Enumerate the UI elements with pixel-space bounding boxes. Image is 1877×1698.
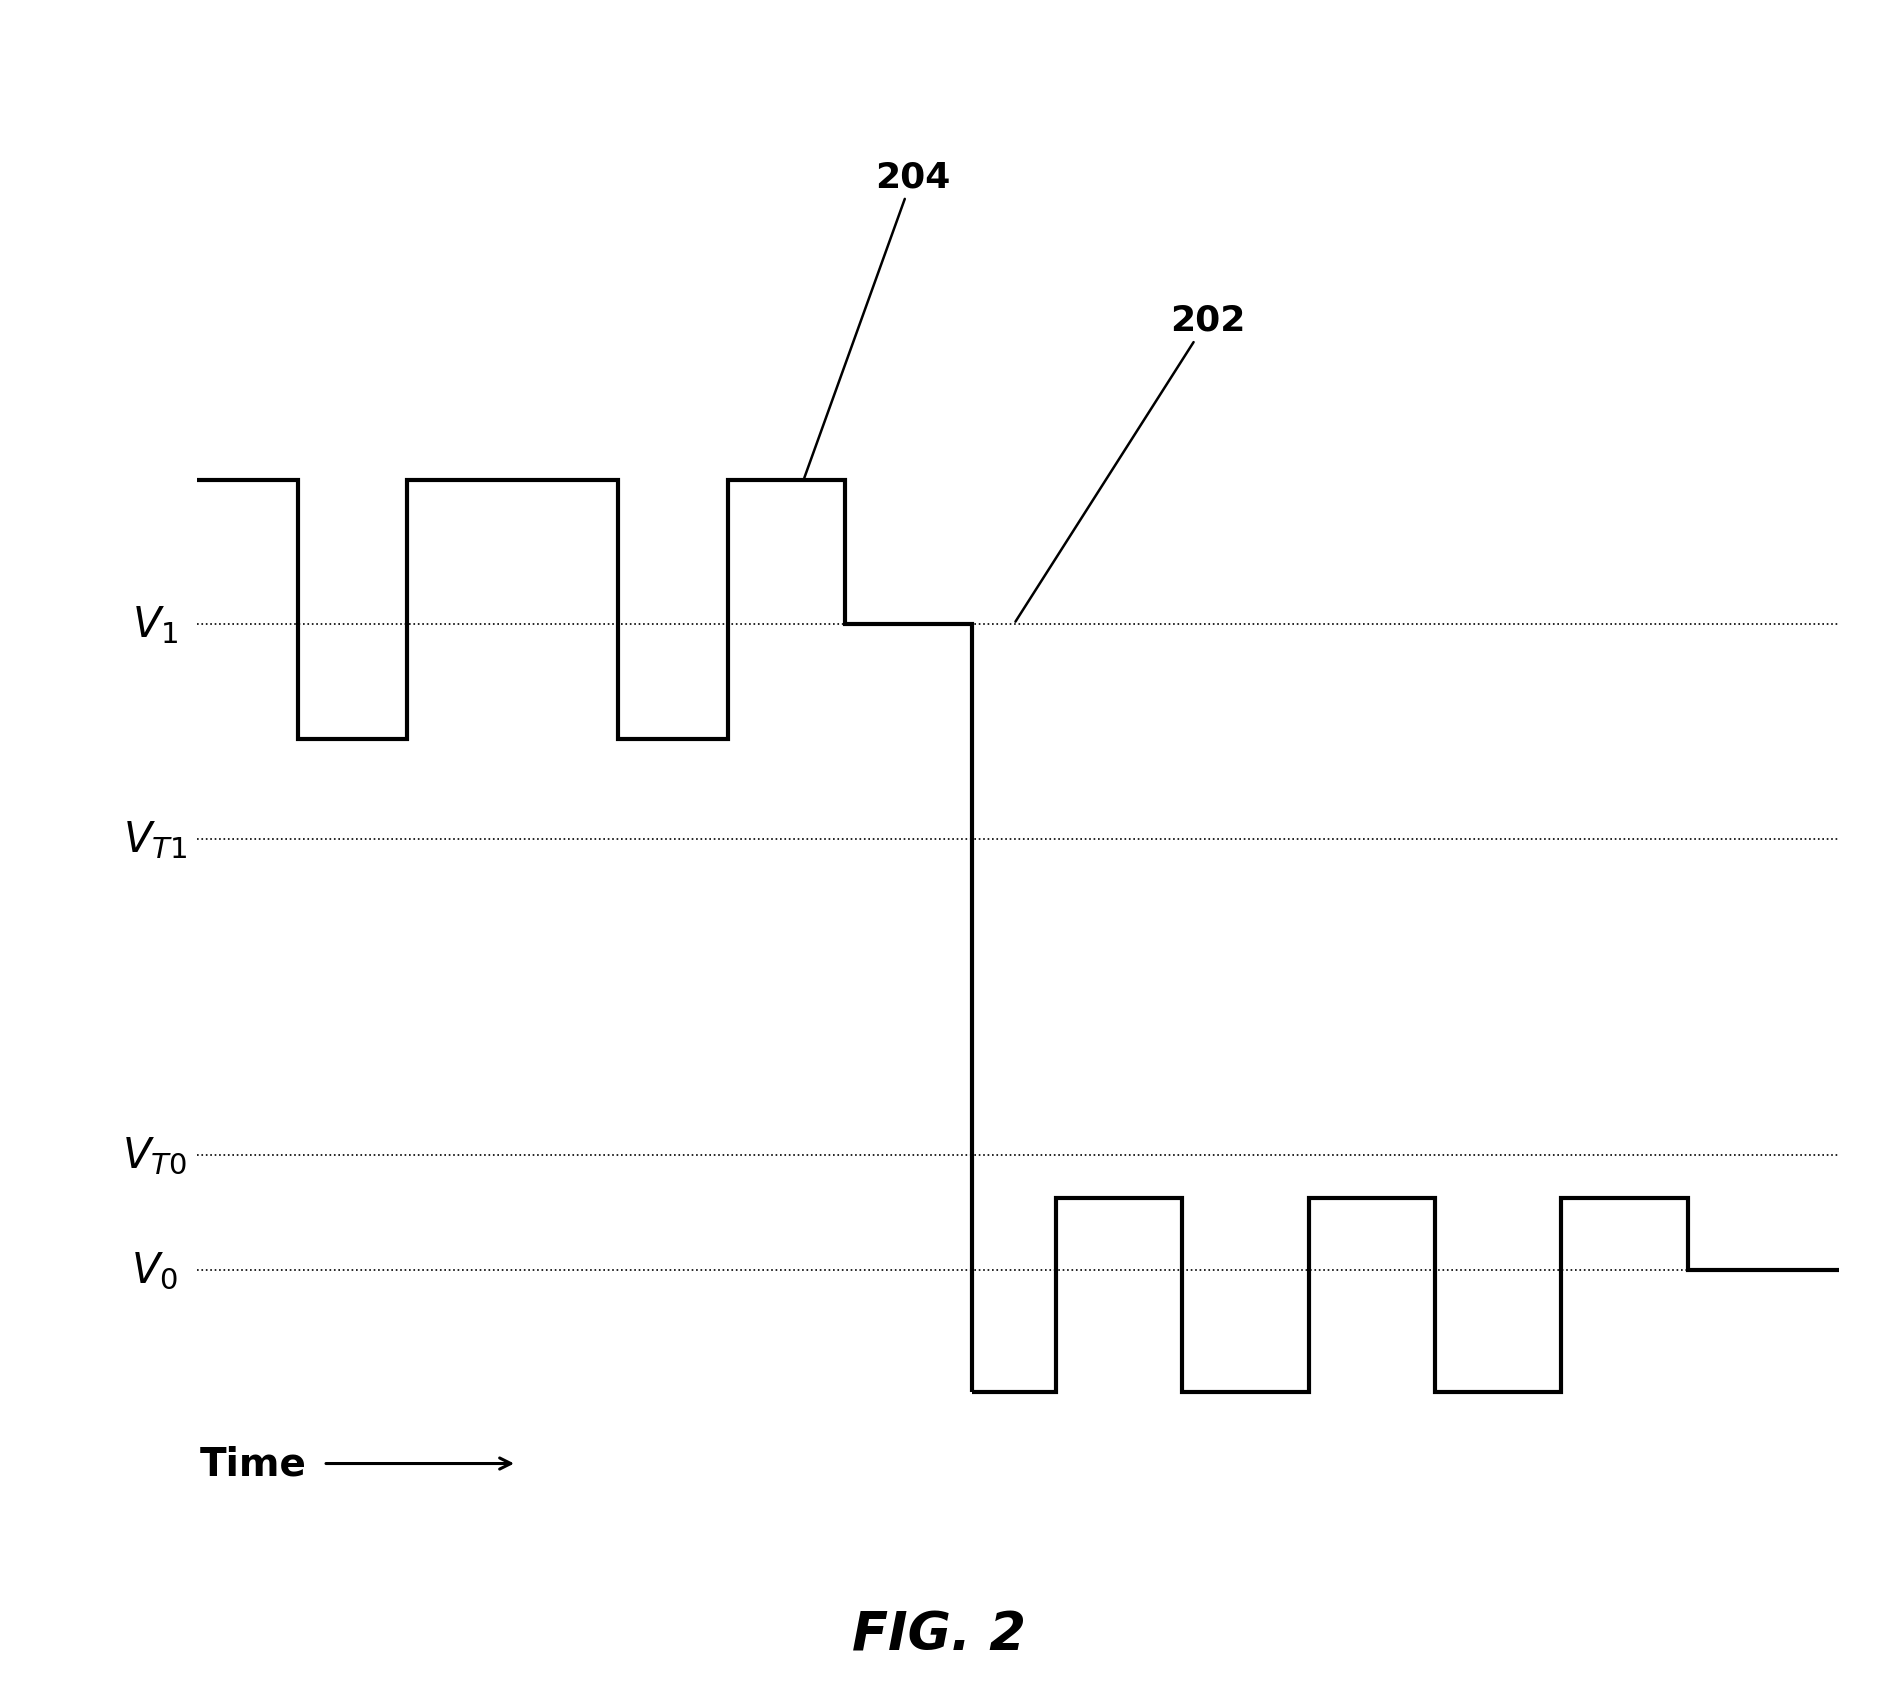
Text: $V_{T1}$: $V_{T1}$ [122,818,188,861]
Text: FIG. 2: FIG. 2 [852,1608,1025,1661]
Text: 204: 204 [805,160,950,479]
Text: $V_{T0}$: $V_{T0}$ [122,1134,188,1177]
Text: $V_0$: $V_0$ [131,1250,178,1290]
Text: $V_1$: $V_1$ [131,604,178,645]
Text: Time: Time [199,1445,306,1482]
Text: 202: 202 [1015,304,1244,621]
